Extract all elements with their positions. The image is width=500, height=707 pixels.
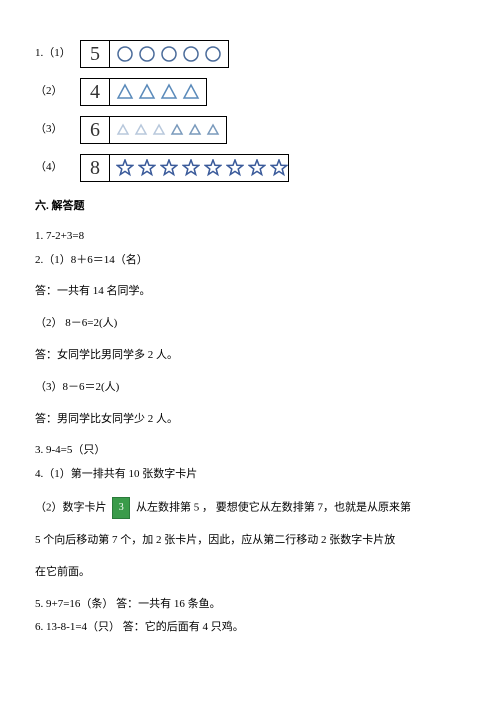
row-label: （3） <box>35 120 80 140</box>
number-box: 5 <box>80 40 110 68</box>
number-box: 4 <box>80 78 110 106</box>
answer-7-pre: （2）数字卡片 <box>35 502 107 514</box>
triangle-icon <box>170 123 184 137</box>
answer-2-reply: 答：一共有 14 名同学。 <box>35 282 465 302</box>
circle-icon <box>204 45 222 63</box>
answer-10: 5. 9+7=16（条） 答：一共有 16 条鱼。 <box>35 595 465 615</box>
answer-7: （2）数字卡片 3 从左数排第 5 ， 要想使它从左数排第 7，也就是从原来第 <box>35 497 465 519</box>
shape-row-1: 1.（1）5 <box>35 40 465 68</box>
star-icon <box>270 159 288 177</box>
triangle-icon <box>116 83 134 101</box>
triangle-icon <box>138 83 156 101</box>
answer-2: 2.（1）8＋6＝14（名） <box>35 251 465 271</box>
number-box: 6 <box>80 116 110 144</box>
circle-icon <box>116 45 134 63</box>
answer-4-reply: 答：男同学比女同学少 2 人。 <box>35 410 465 430</box>
star-icon <box>138 159 156 177</box>
triangle-icon <box>188 123 202 137</box>
shape-row-2: （2）4 <box>35 78 465 106</box>
answer-9: 在它前面。 <box>35 563 465 583</box>
circle-icon <box>160 45 178 63</box>
triangle-icon <box>182 83 200 101</box>
number-card-icon: 3 <box>112 497 130 519</box>
section-title: 六. 解答题 <box>35 197 465 217</box>
number-box: 8 <box>80 154 110 182</box>
shape-rows-container: 1.（1）5（2）4（3）6（4）8 <box>35 40 465 182</box>
shape-box <box>110 78 207 106</box>
circle-icon <box>182 45 200 63</box>
answer-11: 6. 13-8-1=4（只） 答：它的后面有 4 只鸡。 <box>35 618 465 638</box>
answer-1: 1. 7-2+3=8 <box>35 227 465 247</box>
triangle-icon <box>116 123 130 137</box>
star-icon <box>182 159 200 177</box>
triangle-icon <box>160 83 178 101</box>
circle-icon <box>138 45 156 63</box>
row-label: （2） <box>35 82 80 102</box>
row-label: 1.（1） <box>35 44 80 64</box>
answer-3: （2） 8－6=2(人) <box>35 314 465 334</box>
shape-box <box>110 116 227 144</box>
answer-4: （3）8－6＝2(人) <box>35 378 465 398</box>
answer-5: 3. 9-4=5（只） <box>35 441 465 461</box>
star-icon <box>116 159 134 177</box>
row-label: （4） <box>35 158 80 178</box>
star-icon <box>160 159 178 177</box>
shape-row-4: （4）8 <box>35 154 465 182</box>
answer-6: 4.（1）第一排共有 10 张数字卡片 <box>35 465 465 485</box>
star-icon <box>248 159 266 177</box>
triangle-icon <box>134 123 148 137</box>
triangle-icon <box>206 123 220 137</box>
shape-box <box>110 154 289 182</box>
star-icon <box>204 159 222 177</box>
shape-row-3: （3）6 <box>35 116 465 144</box>
star-icon <box>226 159 244 177</box>
triangle-icon <box>152 123 166 137</box>
shape-box <box>110 40 229 68</box>
answer-7-post: 从左数排第 5 ， 要想使它从左数排第 7，也就是从原来第 <box>136 502 411 514</box>
page: 1.（1）5（2）4（3）6（4）8 六. 解答题 1. 7-2+3=8 2.（… <box>0 0 500 672</box>
answer-3-reply: 答：女同学比男同学多 2 人。 <box>35 346 465 366</box>
answer-8: 5 个向后移动第 7 个，加 2 张卡片，因此，应从第二行移动 2 张数字卡片放 <box>35 531 465 551</box>
